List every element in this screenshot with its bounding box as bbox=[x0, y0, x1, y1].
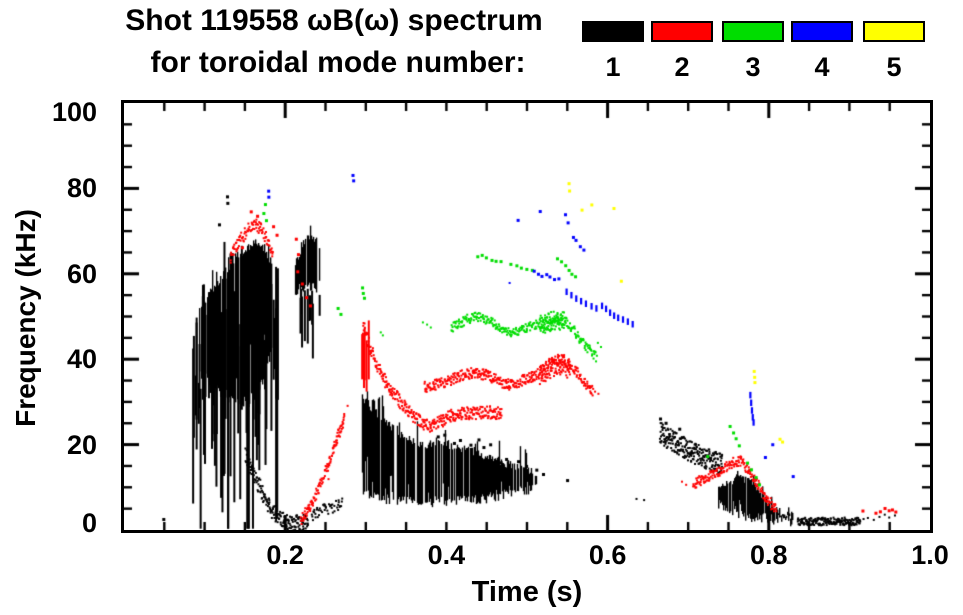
x-tick-label: 0.4 bbox=[427, 540, 466, 570]
x-axis-title: Time (s) bbox=[471, 576, 583, 608]
legend-label-n1: 1 bbox=[605, 52, 621, 82]
figure-subtitle: for toroidal mode number: bbox=[150, 46, 526, 79]
mode-number-legend: 1 2 3 4 5 bbox=[0, 0, 963, 90]
legend-swatch-n1 bbox=[582, 21, 644, 42]
y-tick-label: 40 bbox=[66, 344, 97, 375]
y-tick-label: 100 bbox=[51, 97, 97, 127]
legend-label-n3: 3 bbox=[745, 52, 761, 82]
legend-swatch-n2 bbox=[651, 21, 713, 42]
x-tick-label: 1.0 bbox=[911, 540, 949, 570]
legend-label-n5: 5 bbox=[886, 52, 902, 82]
y-tick-label: 80 bbox=[66, 173, 97, 204]
x-tick-label: 0.6 bbox=[588, 540, 627, 570]
y-tick-label: 0 bbox=[81, 508, 97, 538]
legend-swatch-n3 bbox=[722, 21, 784, 42]
legend-label-n4: 4 bbox=[814, 52, 830, 82]
figure-title: Shot 119558 ωB(ω) spectrum bbox=[125, 4, 543, 37]
plot-area bbox=[121, 100, 933, 533]
y-axis-title: Frequency (kHz) bbox=[10, 209, 41, 427]
legend-swatch-n4 bbox=[791, 21, 853, 42]
legend-label-n2: 2 bbox=[674, 52, 690, 82]
spectrum-canvas bbox=[124, 103, 930, 530]
y-tick-label: 20 bbox=[66, 429, 97, 460]
y-tick-label: 60 bbox=[66, 258, 97, 289]
x-tick-label: 0.8 bbox=[750, 540, 788, 570]
x-tick-label: 0.2 bbox=[266, 540, 304, 570]
legend-swatch-n5 bbox=[863, 21, 925, 42]
